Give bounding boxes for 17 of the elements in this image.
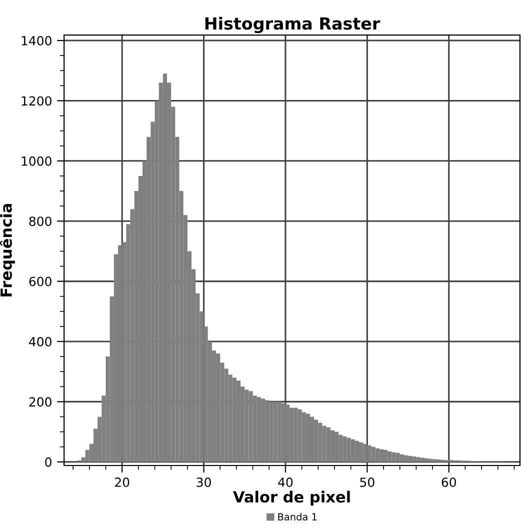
x-tick-label: 50 [360,478,374,487]
x-tick-label: 60 [442,478,456,487]
y-tick-label: 0 [45,457,52,467]
x-tick-label: 20 [115,478,130,487]
y-tick-label: 400 [29,336,52,346]
legend-label: Banda 1 [278,512,317,521]
y-tick-label: 200 [29,397,52,407]
y-tick-label: 800 [29,216,52,226]
chart-title: Histograma Raster [205,16,380,34]
y-tick-label: 1200 [22,96,52,106]
y-tick-label: 1000 [22,156,52,166]
y-tick-label: 1400 [22,36,52,46]
y-axis-title: Frequência [0,204,15,296]
x-tick-label: 40 [278,478,293,487]
y-tick-label: 600 [29,276,52,286]
x-axis-title: Valor de pixel [233,490,350,506]
x-tick-label: 30 [196,478,211,487]
